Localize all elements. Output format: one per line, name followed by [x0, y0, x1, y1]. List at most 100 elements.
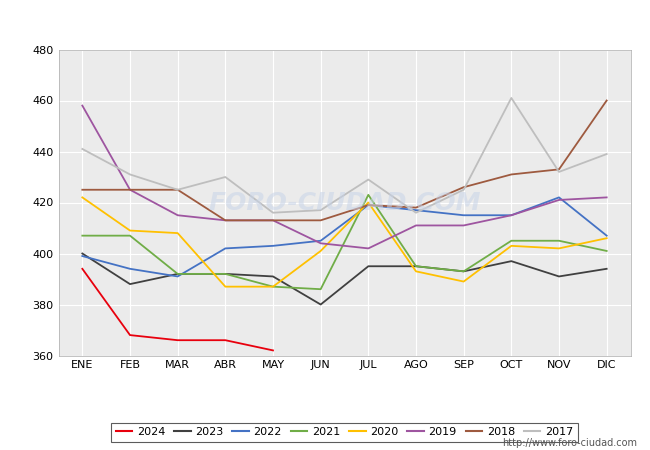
2017	[508, 95, 515, 101]
Line: 2021: 2021	[83, 195, 606, 289]
2021	[508, 238, 515, 243]
2021	[174, 271, 181, 277]
2022	[412, 207, 420, 213]
2018	[508, 172, 515, 177]
2018	[365, 202, 372, 208]
2024	[126, 333, 134, 338]
2023	[126, 281, 134, 287]
2023	[222, 271, 229, 277]
Text: Afiliados en Cardeña a 31/5/2024: Afiliados en Cardeña a 31/5/2024	[174, 11, 476, 29]
2018	[317, 218, 324, 223]
2020	[126, 228, 134, 233]
2019	[508, 212, 515, 218]
2022	[460, 212, 467, 218]
Line: 2023: 2023	[83, 253, 606, 305]
2020	[508, 243, 515, 248]
2021	[555, 238, 563, 243]
2018	[603, 98, 610, 103]
Line: 2020: 2020	[83, 198, 606, 287]
2019	[269, 218, 277, 223]
2021	[126, 233, 134, 238]
2018	[174, 187, 181, 193]
2024	[222, 338, 229, 343]
2021	[365, 192, 372, 198]
2024	[174, 338, 181, 343]
Line: 2022: 2022	[83, 198, 606, 276]
2021	[317, 287, 324, 292]
2017	[317, 207, 324, 213]
Line: 2017: 2017	[83, 98, 606, 213]
2024	[269, 348, 277, 353]
2022	[126, 266, 134, 271]
2021	[269, 284, 277, 289]
2023	[460, 269, 467, 274]
2023	[412, 264, 420, 269]
2018	[555, 166, 563, 172]
2021	[79, 233, 86, 238]
2021	[460, 269, 467, 274]
2023	[79, 251, 86, 256]
2018	[460, 184, 467, 190]
2019	[174, 212, 181, 218]
Text: FORO-CIUDAD.COM: FORO-CIUDAD.COM	[208, 190, 481, 215]
2022	[269, 243, 277, 248]
2017	[603, 151, 610, 157]
2020	[555, 246, 563, 251]
2020	[79, 195, 86, 200]
2017	[365, 177, 372, 182]
2020	[269, 284, 277, 289]
2019	[603, 195, 610, 200]
2019	[460, 223, 467, 228]
2019	[222, 218, 229, 223]
Line: 2024: 2024	[83, 269, 273, 351]
2023	[174, 271, 181, 277]
2022	[555, 195, 563, 200]
2023	[555, 274, 563, 279]
Legend: 2024, 2023, 2022, 2021, 2020, 2019, 2018, 2017: 2024, 2023, 2022, 2021, 2020, 2019, 2018…	[111, 423, 578, 442]
2017	[412, 210, 420, 216]
2020	[174, 230, 181, 236]
2023	[317, 302, 324, 307]
2024	[79, 266, 86, 271]
2022	[365, 202, 372, 208]
2022	[317, 238, 324, 243]
2017	[269, 210, 277, 216]
2019	[555, 197, 563, 202]
2018	[269, 218, 277, 223]
2020	[365, 200, 372, 205]
2018	[79, 187, 86, 193]
2022	[222, 246, 229, 251]
2023	[269, 274, 277, 279]
2017	[555, 169, 563, 175]
2020	[222, 284, 229, 289]
2017	[79, 146, 86, 152]
2017	[126, 172, 134, 177]
2020	[603, 235, 610, 241]
2021	[412, 264, 420, 269]
2018	[412, 205, 420, 210]
2017	[222, 174, 229, 180]
2022	[508, 212, 515, 218]
2017	[460, 187, 467, 193]
2021	[603, 248, 610, 254]
2018	[222, 218, 229, 223]
2023	[508, 258, 515, 264]
2018	[126, 187, 134, 193]
2023	[603, 266, 610, 271]
Text: http://www.foro-ciudad.com: http://www.foro-ciudad.com	[502, 438, 637, 448]
2022	[79, 253, 86, 259]
2020	[317, 248, 324, 254]
2019	[126, 187, 134, 193]
2021	[222, 271, 229, 277]
2022	[603, 233, 610, 238]
2023	[365, 264, 372, 269]
2019	[79, 103, 86, 108]
Line: 2018: 2018	[83, 100, 606, 220]
2017	[174, 187, 181, 193]
2019	[365, 246, 372, 251]
2020	[460, 279, 467, 284]
2020	[412, 269, 420, 274]
Line: 2019: 2019	[83, 106, 606, 248]
2019	[317, 241, 324, 246]
2019	[412, 223, 420, 228]
